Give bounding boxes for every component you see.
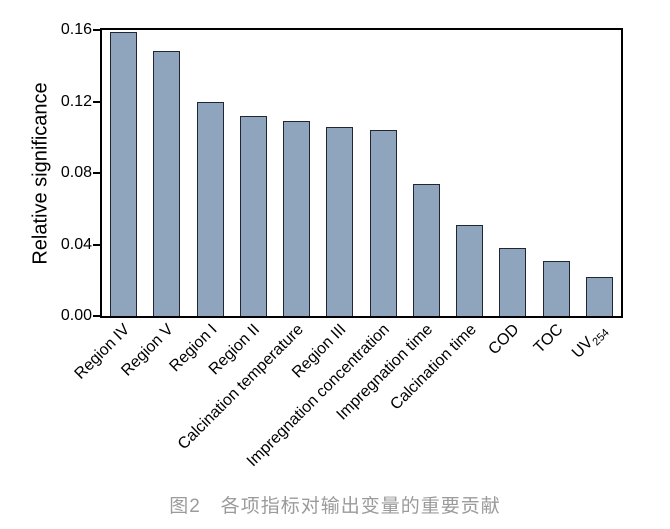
y-tick-mark — [93, 100, 100, 103]
x-tick-label-cod: COD — [485, 321, 523, 359]
y-tick-mark — [93, 243, 100, 246]
x-tick-label-subscript: 254 — [590, 326, 612, 349]
bar-region-ii — [239, 115, 267, 316]
y-tick-mark — [93, 315, 100, 317]
bar-uv254 — [585, 276, 613, 316]
bar-region-i — [196, 101, 224, 316]
bar-impregnation-time — [412, 183, 440, 316]
bar-region-v — [153, 51, 181, 316]
bar-region-iv — [110, 31, 138, 316]
bar-region-iii — [326, 126, 354, 316]
y-tick-label: 0.00 — [60, 307, 92, 324]
y-tick-mark — [93, 172, 100, 174]
y-tick-label: 0.04 — [60, 235, 92, 253]
y-tick-mark — [93, 29, 100, 31]
figure-caption: 图2 各项指标对输出变量的重要贡献 — [169, 496, 501, 517]
plot-area — [100, 28, 623, 318]
bar-impregnation-concentration — [369, 130, 397, 316]
y-tick-label: 0.16 — [60, 21, 92, 38]
y-tick-label: 0.12 — [60, 92, 92, 110]
x-tick-label-uv254: UV254 — [568, 326, 612, 362]
bar-calcination-time — [456, 224, 484, 316]
x-tick-label-toc: TOC — [530, 321, 567, 357]
y-tick-label: 0.08 — [60, 164, 92, 181]
bar-calcination-temperature — [283, 121, 311, 316]
bar-toc — [542, 260, 570, 316]
bar-cod — [499, 248, 527, 316]
